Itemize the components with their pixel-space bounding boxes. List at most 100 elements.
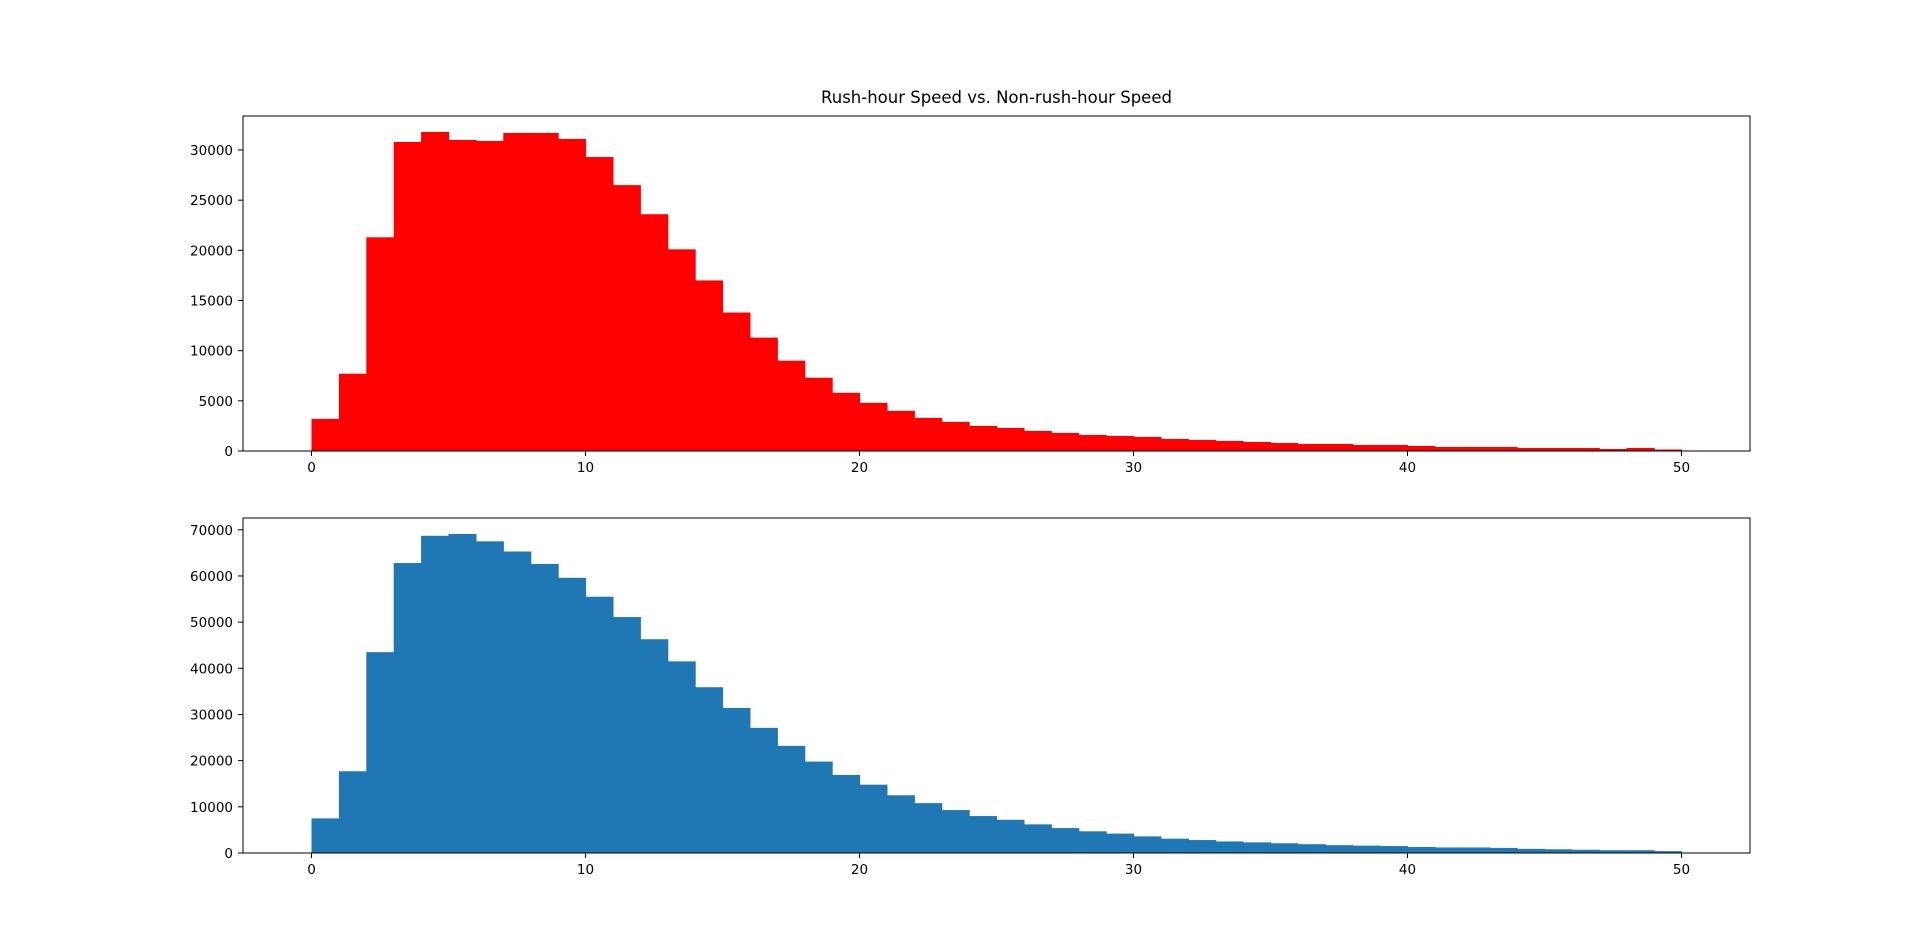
histogram-bar: [886, 410, 915, 451]
x-tick-label: 50: [1673, 460, 1690, 476]
histogram-bar: [503, 132, 532, 451]
histogram-bar: [421, 535, 450, 853]
histogram-bar: [1599, 850, 1628, 853]
histogram-bar: [1407, 846, 1436, 853]
histogram-bar: [448, 533, 477, 853]
histogram-bar: [1626, 850, 1655, 853]
histogram-bar: [777, 745, 806, 853]
histogram-bar: [1215, 440, 1244, 451]
histogram-bar: [1188, 439, 1217, 451]
histogram-bar: [1133, 436, 1162, 451]
histogram-bar: [859, 784, 888, 853]
histogram-bar: [859, 402, 888, 451]
histogram-bar: [996, 427, 1025, 451]
y-tick-label: 15000: [190, 294, 233, 310]
histogram-bar: [1544, 447, 1573, 451]
histogram-bar: [1106, 435, 1135, 451]
histogram-bar: [695, 687, 724, 853]
histogram-bar: [1571, 447, 1600, 451]
histogram-bar: [1325, 845, 1354, 853]
y-tick-label: 10000: [190, 344, 233, 360]
histogram-bar: [1160, 438, 1189, 451]
histogram-bar: [475, 140, 504, 451]
histogram-bar: [1380, 444, 1409, 451]
histogram-bar: [832, 392, 861, 451]
histogram-bar: [1243, 441, 1272, 451]
histogram-bar: [1133, 836, 1162, 853]
x-tick-label: 40: [1399, 460, 1416, 476]
histogram-bar: [1352, 845, 1381, 853]
y-tick-label: 30000: [190, 143, 233, 159]
histogram-bar: [1462, 446, 1491, 451]
histogram-bar: [640, 639, 669, 853]
histogram-bar: [585, 157, 614, 452]
histogram-bar: [1434, 446, 1463, 451]
x-tick-label: 10: [577, 862, 594, 878]
histogram-bar: [1270, 442, 1299, 451]
x-tick-label: 40: [1399, 862, 1416, 878]
x-tick-label: 30: [1125, 862, 1142, 878]
histogram-bar: [941, 810, 970, 853]
axes-frame: [242, 517, 1751, 854]
x-tick-label: 30: [1125, 460, 1142, 476]
histogram-bar: [749, 727, 778, 853]
histogram-bar: [914, 803, 943, 853]
histogram-bar: [1215, 841, 1244, 853]
x-tick-label: 20: [851, 460, 868, 476]
histogram-bar: [393, 563, 422, 853]
histogram-bar: [1160, 838, 1189, 853]
histogram-bar: [1434, 847, 1463, 853]
histogram-bar: [1462, 847, 1491, 853]
histogram-bar: [1517, 447, 1546, 451]
histogram-bar: [311, 418, 340, 451]
histogram-bar: [612, 617, 641, 853]
histogram-bar: [1380, 846, 1409, 853]
histogram-bar: [1571, 849, 1600, 853]
histogram-bar: [1078, 831, 1107, 853]
histogram-bar: [366, 652, 395, 853]
histogram-bar: [941, 421, 970, 451]
histogram-bar: [886, 795, 915, 853]
histogram-bar: [1023, 824, 1052, 853]
y-tick-label: 50000: [190, 615, 233, 631]
chart-title: Rush-hour Speed vs. Non-rush-hour Speed: [821, 88, 1172, 107]
histogram-bar: [1051, 828, 1080, 853]
y-tick-label: 0: [224, 444, 233, 460]
histogram-bar: [1654, 851, 1683, 853]
histogram-bar: [475, 541, 504, 853]
histogram-bar: [969, 816, 998, 853]
x-tick-label: 0: [307, 862, 316, 878]
x-tick-label: 10: [577, 460, 594, 476]
y-tick-label: 0: [224, 846, 233, 862]
histogram-bar: [1297, 844, 1326, 853]
y-tick-label: 20000: [190, 754, 233, 770]
histogram-bar: [1051, 432, 1080, 451]
histogram-bar: [1078, 434, 1107, 451]
histogram-bar: [640, 214, 669, 451]
histogram-bar: [612, 185, 641, 451]
histogram-bar: [777, 360, 806, 451]
histogram-bar: [558, 577, 587, 853]
histogram-bar: [1243, 842, 1272, 853]
non-rush-hour-histogram: 0 10 20 30 40 50 0 10000 20000 30000 40000 50000 600…: [190, 517, 1751, 878]
histogram-bar: [667, 249, 696, 451]
histogram-bar: [722, 708, 751, 853]
histogram-bar: [503, 551, 532, 853]
x-tick-label: 0: [307, 460, 316, 476]
histogram-bar: [1599, 448, 1628, 451]
axes-frame: [242, 115, 1751, 452]
histogram-bar: [448, 139, 477, 451]
y-tick-label: 10000: [190, 800, 233, 816]
y-tick-label: 30000: [190, 707, 233, 723]
histogram-bar: [585, 596, 614, 853]
histogram-bar: [832, 774, 861, 853]
rush-hour-histogram: 0 10 20 30 40 50 0 5000 10000 15000 20000 25000 3000…: [190, 115, 1751, 476]
histogram-bar: [914, 417, 943, 451]
histogram-bar: [1489, 446, 1518, 451]
histogram-bar: [804, 761, 833, 853]
histogram-bar: [722, 312, 751, 451]
y-tick-label: 5000: [199, 394, 233, 410]
histogram-bar: [366, 237, 395, 451]
histogram-bar: [338, 771, 367, 853]
